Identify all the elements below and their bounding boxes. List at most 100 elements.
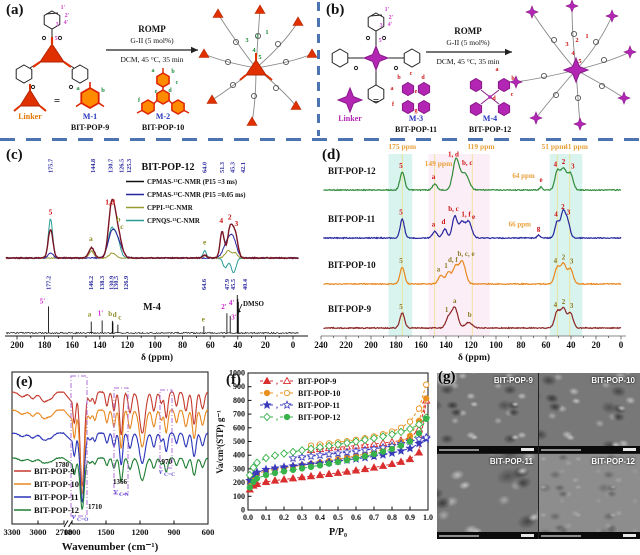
axis-tick-label: 600 [202, 527, 215, 537]
peak-label: 3 [570, 258, 574, 266]
data-marker [325, 441, 333, 451]
data-marker [289, 447, 297, 457]
annotation-box [70, 375, 88, 517]
y-axis-title: Va/cm³(STP) g⁻¹ [215, 410, 225, 474]
axis-tick-label: 160 [414, 340, 428, 350]
spectrum-title: BIT-POP-12 [142, 162, 195, 173]
panel-a-scheme: 1' 2' 3' 4' 5' ROMP G-II (5 mol%) DCM, 4… [13, 4, 318, 132]
axis-tick-label: 700 [233, 410, 245, 419]
axis-tick-label: 1.0 [423, 513, 433, 522]
monomer-m1: a b M-1 BIT-POP-9 [71, 82, 109, 132]
peak-label: 5' [40, 298, 46, 306]
site-label: 5' [55, 36, 60, 42]
sem-info-bar [437, 446, 538, 453]
data-marker [280, 468, 288, 475]
ring-label: b [397, 75, 401, 81]
ring-label: c [176, 80, 179, 86]
data-marker [414, 448, 424, 456]
linker-legend-a: Linker = a b M-1 BIT-POP-9 a [13, 68, 190, 132]
wavenumber-annotation: ~970 [158, 458, 173, 466]
peak-label: e [539, 176, 542, 184]
shift-label: 42.1 [240, 162, 247, 173]
data-marker [360, 464, 370, 473]
monomer-name: M-4 [483, 114, 497, 123]
product-network-b: 1 2 3 4 5 [509, 0, 637, 131]
axis-tick-label: 500 [233, 437, 245, 446]
nmr-trace [5, 198, 299, 260]
baseline [5, 331, 299, 335]
data-marker [396, 457, 406, 465]
shift-label: 177.2 [45, 276, 52, 290]
shift-label: 146.2 [88, 276, 95, 290]
peak-label: 1, f [461, 210, 471, 218]
shift-label: 175.7 [48, 159, 55, 173]
data-marker [325, 460, 333, 467]
shift-label: 130.7 [108, 159, 115, 173]
shift-label: 45.5 [230, 279, 237, 290]
ring-label: d [492, 96, 496, 102]
peak-label: a [89, 234, 93, 243]
sem-info-bar [437, 532, 538, 539]
sem-image: BIT-POP-10 [539, 373, 640, 453]
axis-tick-label: 100 [233, 492, 245, 501]
data-marker [406, 424, 414, 434]
data-marker [388, 445, 396, 453]
legend-label: BIT-POP-9 [298, 377, 336, 386]
axis-tick-label: 1500 [97, 527, 114, 537]
axis-tick-label: 60 [206, 340, 216, 350]
shift-label: 138.3 [99, 276, 106, 290]
peak-label: e [203, 238, 207, 247]
ir-trace [11, 409, 209, 496]
data-marker [378, 461, 388, 469]
monomer-name: M-1 [83, 112, 97, 121]
ring-label: f [138, 98, 141, 104]
axis-tick-label: 80 [178, 340, 188, 350]
peak-label: 2 [562, 158, 566, 166]
axis-tick-label: 20 [592, 340, 602, 350]
site-label: 3 [245, 37, 249, 44]
sem-sample-label: BIT-POP-11 [489, 457, 533, 466]
ring-label: a [76, 85, 80, 92]
axis-tick-label: 1800 [64, 527, 81, 537]
axis-tick-label: 1000 [229, 369, 245, 378]
axis-tick-label: 0.4 [315, 513, 325, 522]
monomer-b-site-labels: 1' 2' 3' 4' 5' [379, 7, 394, 44]
peak-label: 4 [554, 301, 558, 309]
axis-tick-label: 20 [261, 340, 271, 350]
peak-label: a [432, 221, 436, 229]
data-marker [297, 472, 307, 481]
catalyst-label: G-II (5 mol%) [130, 36, 174, 45]
polymer-name: BIT-POP-11 [395, 125, 437, 134]
site-label: 2 [575, 37, 578, 44]
polymer-name: BIT-POP-10 [142, 123, 184, 132]
data-marker [388, 430, 396, 439]
axis-tick-label: 100 [148, 340, 162, 350]
data-marker [253, 475, 261, 482]
panel-b-tag: (b) [326, 2, 345, 18]
legend-label: BIT-POP-10 [34, 479, 79, 489]
monomer-m4: a b c d M-4 BIT-POP-12 [469, 67, 516, 134]
linker-label: Linker [18, 112, 42, 121]
axis-tick-label: 0.6 [351, 513, 361, 522]
conditions-label: DCM, 45 °C, 35 min [120, 55, 183, 64]
linker-triangle-core [39, 43, 65, 63]
peak-label: 5 [399, 303, 403, 311]
nmr-cpmas-plot: 175.7 144.8 130.7 126.5 125.3 64.0 51.3 45.3 42.… [5, 159, 308, 363]
data-marker [315, 470, 325, 479]
axis-tick-label: 0.1 [261, 513, 271, 522]
data-marker [361, 435, 369, 445]
x-axis-title: δ (ppm) [141, 352, 173, 363]
arrowhead-icon [191, 46, 198, 54]
axis-tick-label: 200 [233, 478, 245, 487]
shift-label: 47.9 [224, 279, 231, 290]
data-marker [415, 420, 423, 429]
panel-f-tag: (f) [226, 372, 241, 388]
axis-tick-label: 300 [233, 464, 245, 473]
peak-label: d, f [448, 256, 458, 264]
peak-label: 2 [228, 213, 232, 222]
shift-label: 130.9 [108, 276, 115, 290]
axis-tick-label: 900 [168, 527, 181, 537]
legend-separator: , [276, 377, 278, 386]
nmr-trace [5, 218, 299, 274]
